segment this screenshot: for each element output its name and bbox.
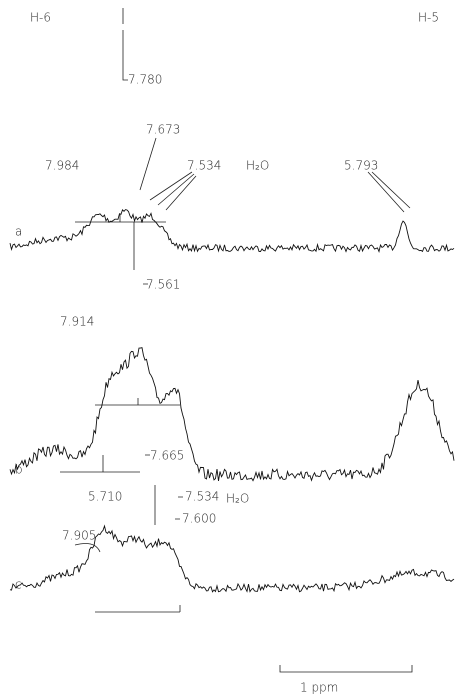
shift-label: 7.534 [185,490,219,504]
leaders [154,485,183,525]
scale-label: 1 ppm [300,681,338,695]
shift-label: 7.984 [45,159,79,173]
integral-bar [74,543,181,613]
integral-bar [60,398,180,473]
h5-label: H-5 [418,11,439,25]
h6-label: H-6 [30,11,51,25]
shift-label: 5.710 [88,490,122,504]
spectra [9,208,455,593]
shift-label: 7.534 [187,159,221,173]
shift-label: 7.914 [60,315,94,329]
spectrum-label: a [15,225,22,239]
leader [122,8,128,81]
shift-label: 7.665 [150,449,184,463]
water-label: H₂O [226,492,249,506]
spectrum-trace [9,208,455,253]
spectrum-label: c [15,578,22,592]
shift-label: 7.905 [62,529,96,543]
shift-label: 7.673 [146,123,180,137]
shift-label: 7.600 [182,512,216,526]
scale-bar [279,665,413,673]
spectrum-trace [9,347,455,482]
spectrum-label: b [15,463,23,477]
water-label: H₂O [246,159,269,173]
shift-label: 7.780 [128,73,162,87]
shift-label: 5.793 [344,159,378,173]
shift-label: 7.561 [146,278,180,292]
integral-bar [75,214,166,285]
leaders [139,137,411,213]
spectrum-trace [9,524,455,593]
